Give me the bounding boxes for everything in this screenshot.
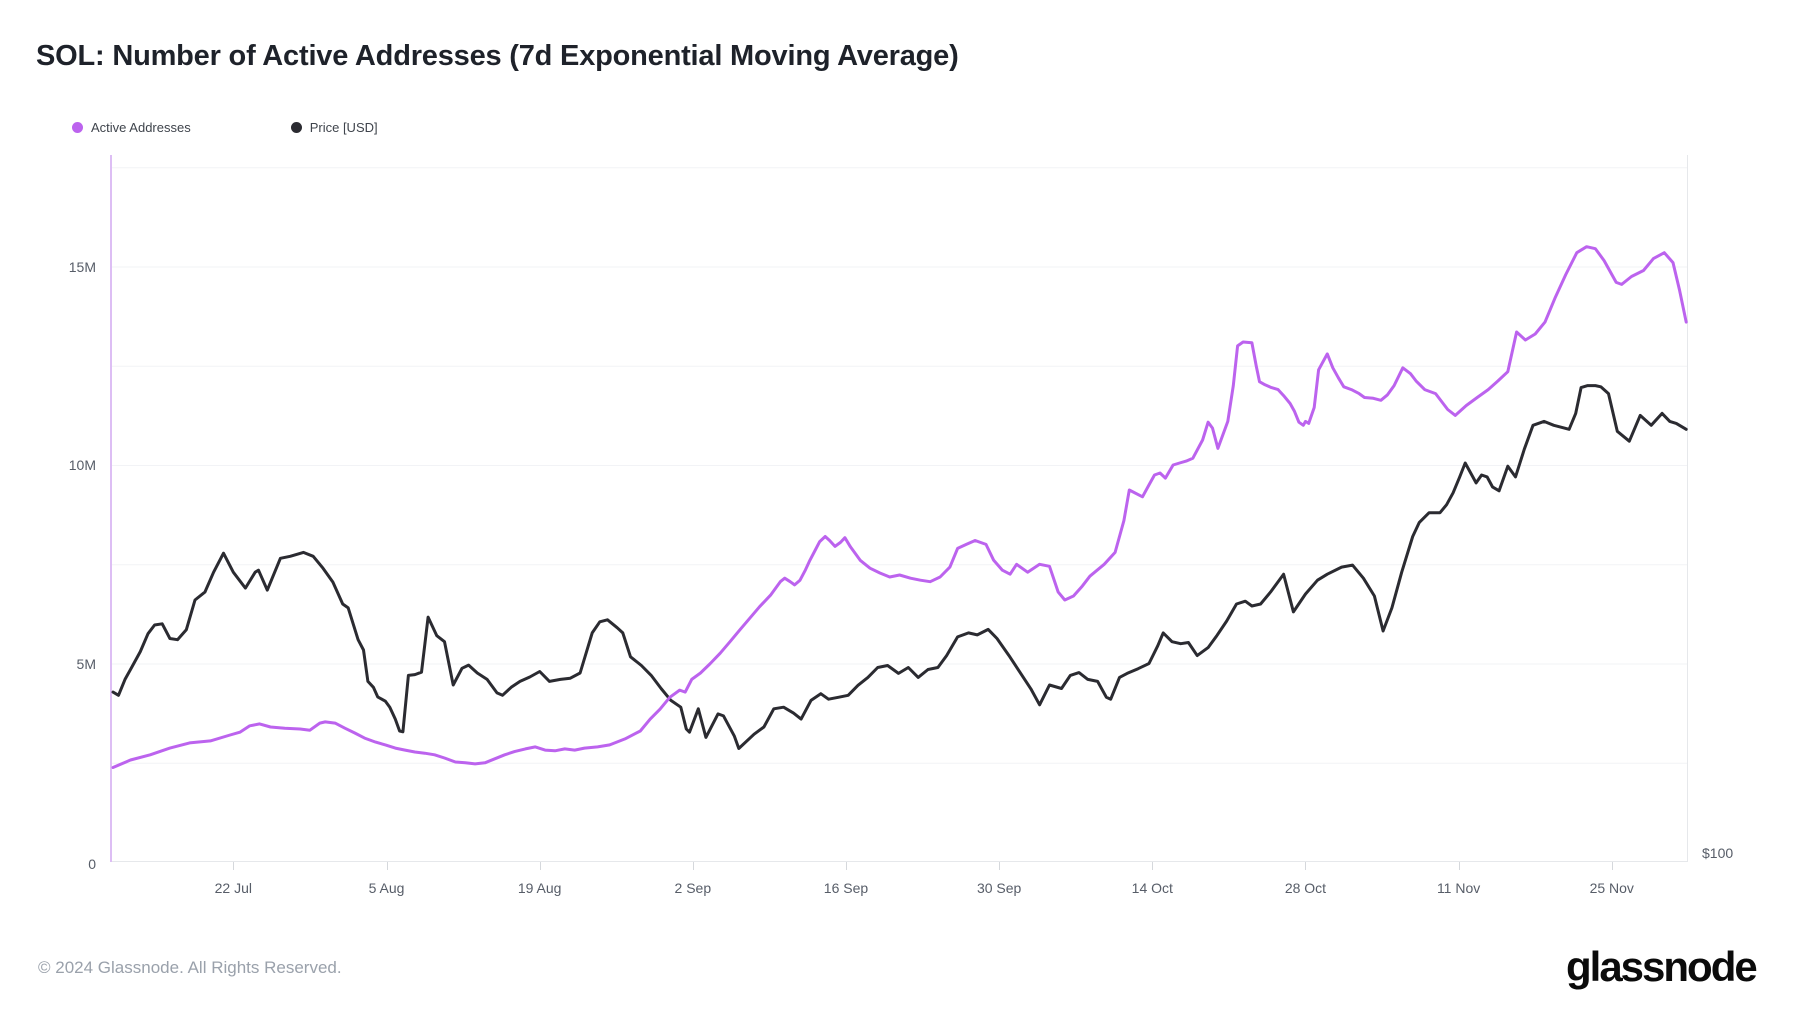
y-axis-label-10m: 10M [68,457,96,474]
x-axis-label-16-sep: 16 Sep [823,880,869,896]
chart-plot-area[interactable] [110,155,1688,862]
x-axis-tick-25-nov [1611,862,1613,870]
x-axis-tick-11-nov [1458,862,1460,870]
x-axis-tick-2-sep [692,862,694,870]
x-axis-label-11-nov: 11 Nov [1436,880,1481,896]
y-axis-label-0: 0 [88,856,96,872]
x-axis-tick-30-sep [999,862,1001,870]
legend-label-price-usd: Price [USD] [309,120,378,135]
x-axis-label-30-sep: 30 Sep [976,880,1022,896]
chart-canvas[interactable] [110,155,1688,862]
legend-dot-active-addresses-icon [72,122,83,133]
glassnode-logo: glassnode [1566,943,1758,990]
x-axis-label-22-jul: 22 Jul [214,880,252,896]
series-line-active-addresses[interactable] [111,245,1688,769]
series-line-price-usd-[interactable] [111,384,1688,750]
x-axis-tick-16-sep [845,862,847,870]
x-axis-label-28-oct: 28 Oct [1284,880,1327,896]
footer-copyright: © 2024 Glassnode. All Rights Reserved. [38,958,342,977]
chart-legend: Active Addresses Price [USD] [72,120,378,135]
x-axis-tick-22-jul [233,862,235,870]
legend-item-active-addresses[interactable]: Active Addresses [72,120,191,135]
x-axis-tick-28-oct [1305,862,1307,870]
y-axis-label-5m: 5M [76,655,96,672]
legend-dot-price-usd-icon [290,122,302,133]
x-axis-tick-14-oct [1152,862,1154,870]
y-axis-label-15m: 15M [68,258,96,275]
x-axis-label-5-aug: 5 Aug [368,880,405,896]
legend-label-active-addresses: Active Addresses [91,120,191,135]
legend-item-price-usd[interactable]: Price [USD] [290,120,378,135]
right-axis-price-label: $100 [1702,845,1734,861]
page-title: SOL: Number of Active Addresses (7d Expo… [36,40,959,72]
x-axis-tick-19-aug [539,862,541,870]
x-axis-tick-5-aug [386,862,388,870]
x-axis-label-25-nov: 25 Nov [1589,880,1634,896]
x-axis-label-2-sep: 2 Sep [674,880,712,896]
x-axis-label-14-oct: 14 Oct [1131,880,1173,896]
x-axis-label-19-aug: 19 Aug [517,880,562,896]
